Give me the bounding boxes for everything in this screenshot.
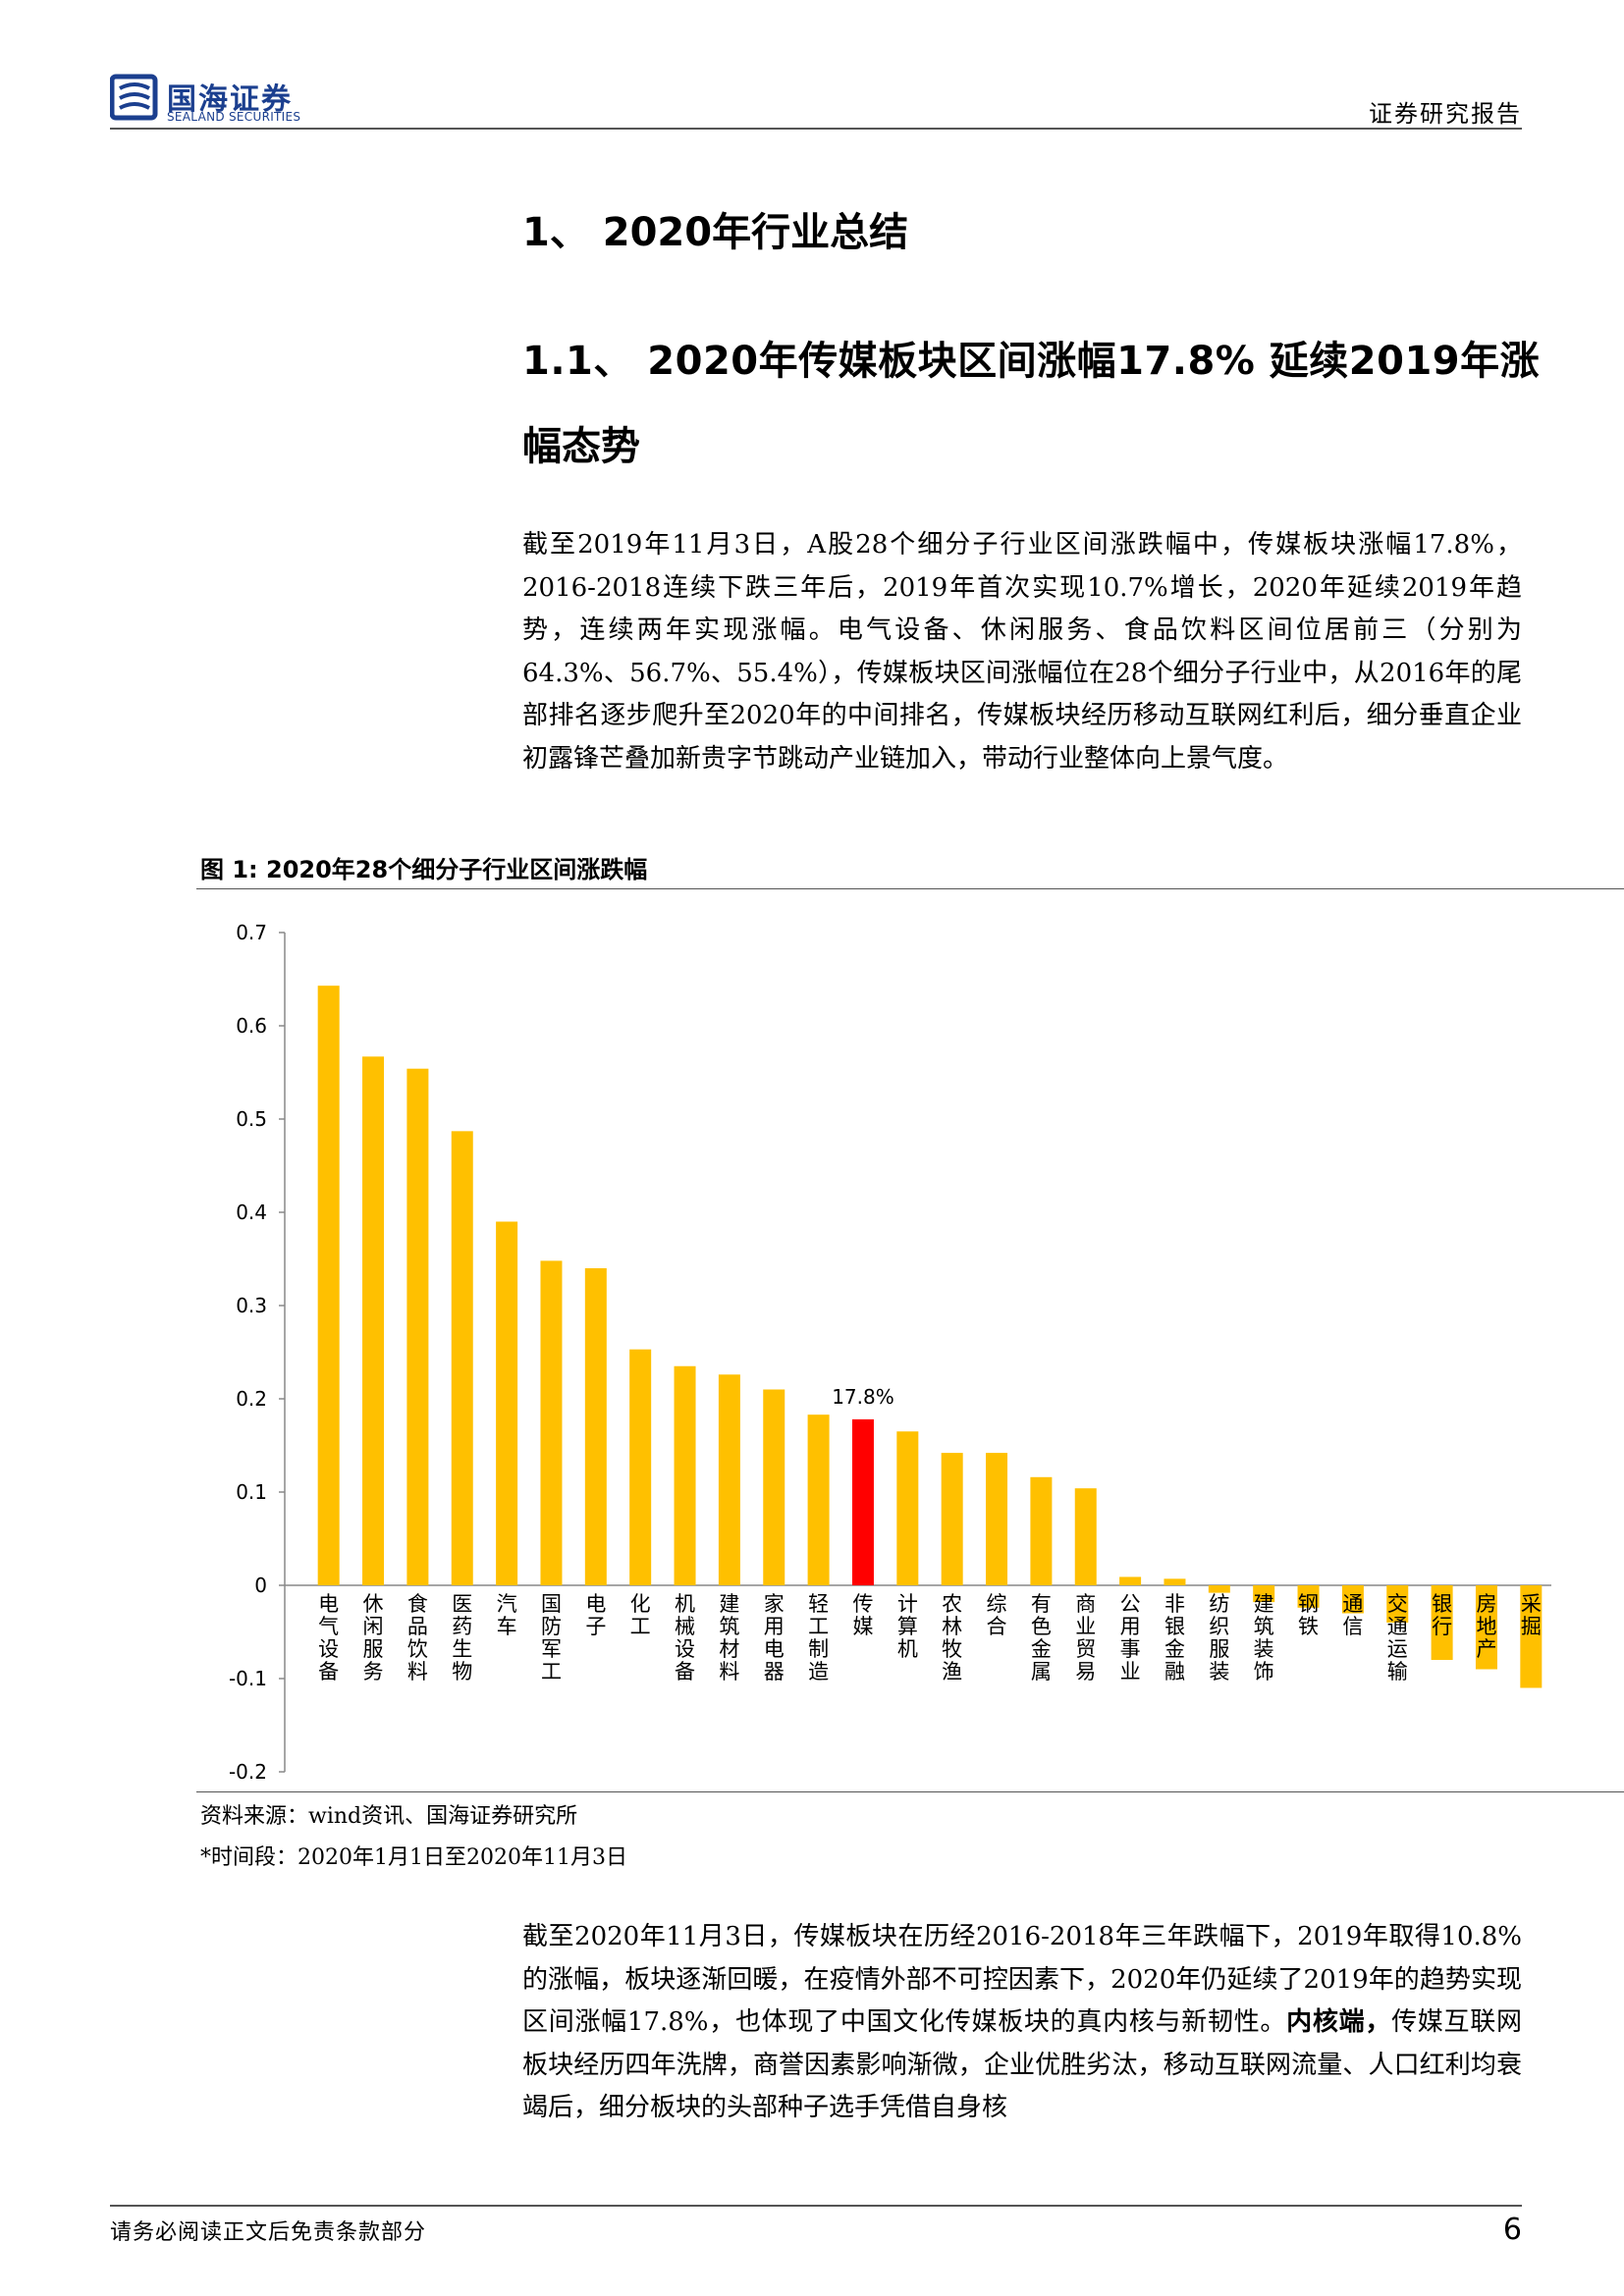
category-label: 采掘 — [1521, 1592, 1542, 1638]
bar — [1520, 1585, 1543, 1688]
category-label: 电子 — [585, 1592, 606, 1638]
bar — [1475, 1585, 1497, 1670]
bar — [406, 1068, 429, 1585]
logo-chinese-name: 国海证券 — [167, 82, 293, 117]
y-tick-label: 0.7 — [236, 921, 267, 944]
logo-english-name: SEALAND SECURITIES — [167, 110, 301, 124]
category-label: 食品饮料 — [407, 1592, 428, 1683]
category-label: 非银金融 — [1164, 1592, 1185, 1683]
y-tick-label: 0.3 — [236, 1294, 267, 1317]
section-heading: 1、 2020年行业总结 — [522, 210, 909, 255]
category-label: 建筑装饰 — [1254, 1592, 1274, 1683]
bar — [1386, 1585, 1409, 1623]
subsection-heading-line2: 幅态势 — [522, 424, 640, 469]
category-label: 医药生物 — [452, 1592, 472, 1683]
y-tick-label: 0.2 — [236, 1387, 267, 1411]
category-label: 房地产 — [1476, 1592, 1496, 1661]
bar — [941, 1453, 963, 1585]
bar — [986, 1453, 1008, 1585]
company-logo: 国海证券 SEALAND SECURITIES — [110, 73, 316, 124]
y-tick-label: -0.1 — [229, 1667, 267, 1690]
category-label: 钢铁 — [1298, 1592, 1319, 1638]
category-label: 银行 — [1432, 1592, 1452, 1638]
bar — [1119, 1576, 1142, 1585]
bar — [629, 1349, 652, 1585]
body-paragraph-2: 截至2020年11月3日，传媒板块在历经2016-2018年三年跌幅下，2019… — [522, 1916, 1522, 2130]
category-label: 通信 — [1342, 1592, 1363, 1638]
category-label: 家用电器 — [764, 1592, 785, 1683]
bar — [896, 1431, 919, 1585]
bar — [851, 1418, 874, 1585]
y-tick-label: 0.4 — [236, 1201, 267, 1224]
bar — [1074, 1488, 1097, 1585]
figure-source-note: 资料来源：wind资讯、国海证券研究所 — [200, 1804, 578, 1829]
bars — [317, 986, 1543, 1688]
category-label: 纺织服装 — [1209, 1592, 1229, 1683]
category-label: 计算机 — [897, 1592, 918, 1661]
category-label: 公用事业 — [1120, 1592, 1141, 1683]
page-number: 6 — [1502, 2213, 1522, 2247]
category-label: 商业贸易 — [1075, 1592, 1096, 1683]
figure-title: 图 1: 2020年28个细分子行业区间涨跌幅 — [200, 856, 648, 883]
figure-top-rule — [196, 888, 1624, 889]
y-tick-label: 0.6 — [236, 1014, 267, 1038]
footer-divider — [110, 2205, 1522, 2207]
header-divider — [110, 128, 1522, 130]
category-label: 化工 — [630, 1592, 651, 1638]
paragraph-2-part-1: 截至2020年11月3日，传媒板块在历经2016-2018年三年跌幅下，2019… — [522, 1922, 1522, 2037]
subsection-heading-line1: 1.1、 2020年传媒板块区间涨幅17.8% 延续2019年涨 — [522, 339, 1541, 384]
category-label: 国防军工 — [541, 1592, 562, 1683]
y-tick-label: 0.5 — [236, 1107, 267, 1131]
category-label: 交通运输 — [1387, 1592, 1408, 1683]
bar — [1297, 1585, 1320, 1608]
category-label: 农林牧渔 — [942, 1592, 962, 1683]
category-label: 综合 — [987, 1592, 1007, 1638]
bar — [540, 1260, 563, 1585]
category-label: 电气设备 — [318, 1592, 339, 1683]
bar — [1030, 1476, 1053, 1585]
bar — [496, 1221, 518, 1585]
bar — [317, 986, 340, 1585]
bar-chart: -0.2 -0.1 0 0.1 0.2 0.3 0.4 0.5 0.6 0.7 电气设备 休闲服务 食… — [229, 921, 1551, 1784]
bar — [1431, 1585, 1453, 1660]
body-paragraph-1: 截至2019年11月3日，A股28个细分子行业区间涨跌幅中，传媒板块涨幅17.8… — [522, 530, 1522, 774]
category-label: 传媒 — [852, 1592, 873, 1638]
bar — [1208, 1585, 1230, 1593]
paragraph-2-part-2: 传媒互联网板块经历四年洗牌，商誉因素影响渐微，企业优胜劣汰，移动互联网流量、人口… — [522, 2007, 1522, 2122]
category-label: 休闲服务 — [363, 1592, 384, 1683]
logo-mark-icon — [110, 74, 158, 121]
bar — [1164, 1578, 1186, 1585]
bar — [1253, 1585, 1275, 1603]
bar — [763, 1389, 785, 1585]
category-label: 轻工制造 — [808, 1592, 829, 1683]
bar — [451, 1131, 473, 1585]
bar — [362, 1056, 385, 1585]
figure-period-note: *时间段：2020年1月1日至2020年11月3日 — [200, 1845, 627, 1870]
figure-bottom-rule — [196, 1791, 1624, 1792]
footer-disclaimer: 请务必阅读正文后免责条款部分 — [110, 2220, 427, 2245]
category-label: 汽车 — [497, 1592, 517, 1638]
y-tick-label: 0.1 — [236, 1480, 267, 1504]
bar — [807, 1415, 830, 1585]
bar — [1341, 1585, 1364, 1614]
category-label: 机械设备 — [675, 1592, 695, 1683]
category-label: 有色金属 — [1031, 1592, 1052, 1683]
category-label: 建筑材料 — [719, 1592, 739, 1683]
y-tick-label: 0 — [254, 1574, 267, 1597]
y-tick-label: -0.2 — [229, 1760, 267, 1784]
report-type-label: 证券研究报告 — [1369, 100, 1522, 128]
paragraph-2-bold-lead: 内核端， — [1286, 2007, 1392, 2037]
highlight-data-label: 17.8% — [832, 1385, 894, 1409]
bar — [674, 1365, 696, 1585]
y-axis: -0.2 -0.1 0 0.1 0.2 0.3 0.4 0.5 0.6 0.7 — [229, 921, 1551, 1784]
bar — [584, 1268, 607, 1585]
bar — [718, 1374, 740, 1585]
